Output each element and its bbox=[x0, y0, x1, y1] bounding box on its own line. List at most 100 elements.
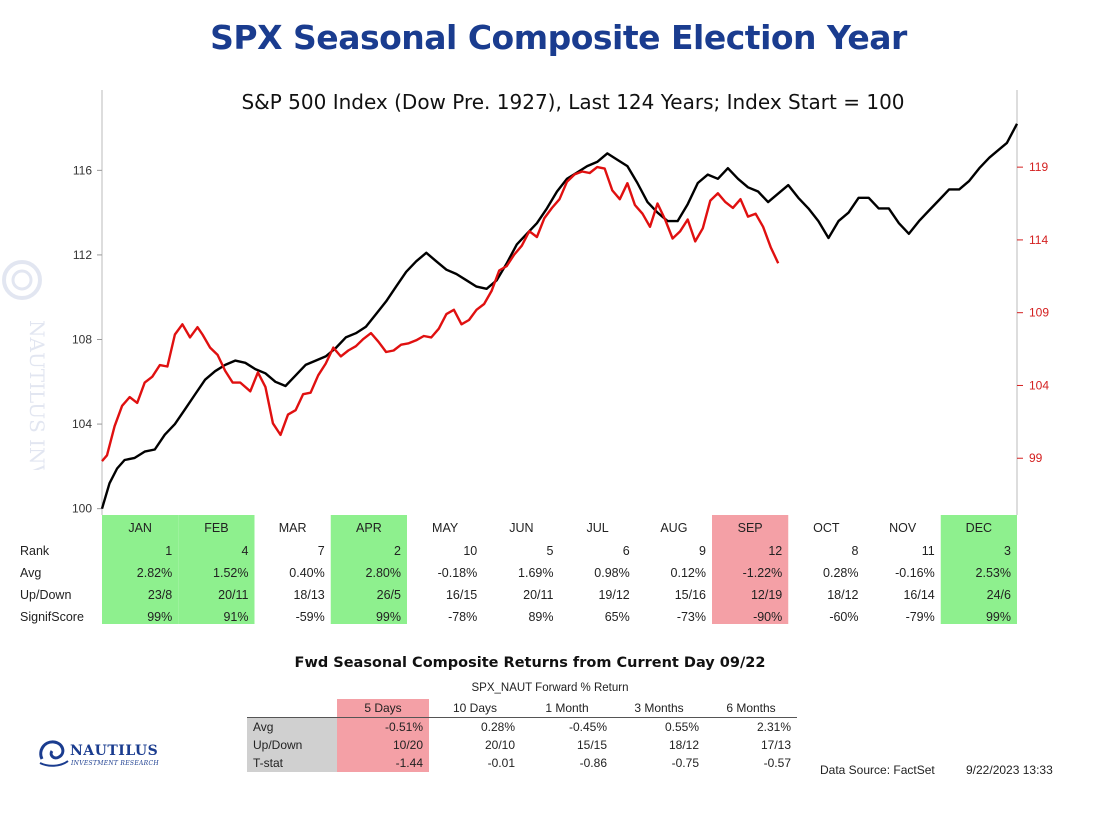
forward-header-row: 5 Days 10 Days 1 Month 3 Months 6 Months bbox=[247, 699, 797, 718]
stats-cell: 2.53% bbox=[976, 566, 1011, 580]
left-tick-label: 116 bbox=[73, 163, 92, 177]
forward-row-label: Up/Down bbox=[247, 736, 337, 754]
current-year-line-red bbox=[101, 165, 780, 462]
stats-cell: 9 bbox=[699, 544, 706, 558]
page-title: SPX Seasonal Composite Election Year bbox=[210, 18, 907, 57]
forward-row-label: Avg bbox=[247, 717, 337, 736]
stats-cell: 0.28% bbox=[823, 566, 858, 580]
month-header: DEC bbox=[966, 521, 992, 535]
stats-cell: 10 bbox=[463, 544, 477, 558]
forward-cell: -0.86 bbox=[579, 756, 607, 770]
monthly-stats-table: JAN FEB MAR APR MAY JUN JUL AUG SEP OCT NOV DEC Rank… bbox=[20, 515, 1017, 624]
chart-subtitle: S&P 500 Index (Dow Pre. 1927), Last 124 … bbox=[241, 90, 904, 114]
stats-cell: 0.98% bbox=[594, 566, 629, 580]
stats-cell: 89% bbox=[528, 610, 553, 624]
stats-cell: 0.12% bbox=[671, 566, 706, 580]
left-tick-label: 104 bbox=[72, 417, 92, 431]
month-header: JUN bbox=[509, 521, 533, 535]
stats-cell: -73% bbox=[677, 610, 706, 624]
stats-cell: 2.80% bbox=[366, 566, 401, 580]
right-tick-label: 104 bbox=[1029, 378, 1049, 392]
stats-cell: 20/11 bbox=[523, 588, 553, 602]
stats-cell: 18/12 bbox=[827, 588, 858, 602]
month-highlight bbox=[178, 515, 255, 624]
forward-corner-cell bbox=[247, 699, 337, 718]
stats-cell: 26/5 bbox=[377, 588, 401, 602]
stats-cell: 1.52% bbox=[213, 566, 248, 580]
stats-cell: -0.18% bbox=[438, 566, 478, 580]
stats-cell: 2.82% bbox=[137, 566, 172, 580]
seasonal-chart: S&P 500 Index (Dow Pre. 1927), Last 124 … bbox=[20, 90, 1049, 624]
month-header: APR bbox=[356, 521, 382, 535]
forward-cell: -0.45% bbox=[568, 720, 607, 734]
nautilus-logo-icon bbox=[39, 740, 69, 767]
left-tick-label: 112 bbox=[73, 248, 92, 262]
forward-col-header: 6 Months bbox=[705, 699, 797, 718]
chart-frame bbox=[101, 90, 1018, 515]
stats-cell: -0.16% bbox=[895, 566, 935, 580]
stats-row-label: Rank bbox=[20, 544, 50, 558]
month-highlight bbox=[330, 515, 407, 624]
month-header: NOV bbox=[889, 521, 917, 535]
forward-cell: -0.75 bbox=[671, 756, 699, 770]
logo-name: NAUTILUS bbox=[70, 743, 159, 759]
stats-cell: 12/19 bbox=[751, 588, 782, 602]
forward-col-header: 1 Month bbox=[521, 699, 613, 718]
data-source: Data Source: FactSet bbox=[820, 763, 935, 777]
forward-cell: 10/20 bbox=[337, 736, 429, 754]
stats-row-label: SignifScore bbox=[20, 610, 84, 624]
stats-cell: -79% bbox=[906, 610, 935, 624]
stats-cell: 91% bbox=[223, 610, 248, 624]
stats-cell: 3 bbox=[1004, 544, 1011, 558]
composite-line-black bbox=[100, 123, 1019, 510]
forward-row-updown: Up/Down 10/20 20/10 15/15 18/12 17/13 bbox=[247, 736, 797, 754]
stats-cell: 12 bbox=[768, 544, 782, 558]
forward-cell: -0.51% bbox=[337, 717, 429, 736]
stats-cell: 23/8 bbox=[148, 588, 172, 602]
forward-col-header: 3 Months bbox=[613, 699, 705, 718]
stats-cell: 24/6 bbox=[987, 588, 1011, 602]
stats-cell: -90% bbox=[753, 610, 782, 624]
stats-row-label: Avg bbox=[20, 566, 41, 580]
timestamp: 9/22/2023 13:33 bbox=[966, 763, 1053, 777]
month-header: FEB bbox=[204, 521, 228, 535]
forward-row-tstat: T-stat -1.44 -0.01 -0.86 -0.75 -0.57 bbox=[247, 754, 797, 772]
right-tick-label: 99 bbox=[1029, 451, 1043, 465]
forward-cell: -1.44 bbox=[337, 754, 429, 772]
stats-cell: 19/12 bbox=[598, 588, 629, 602]
stats-cell: 8 bbox=[852, 544, 859, 558]
stats-cell: 6 bbox=[623, 544, 630, 558]
forward-cell: -0.01 bbox=[487, 756, 515, 770]
month-header: JUL bbox=[587, 521, 609, 535]
stats-cell: 2 bbox=[394, 544, 401, 558]
right-tick-label: 114 bbox=[1029, 233, 1048, 247]
stats-cell: 4 bbox=[242, 544, 249, 558]
nautilus-watermark: NAUTILUS INVESTMENT RESEARCH bbox=[0, 250, 60, 713]
stats-cell: 20/11 bbox=[218, 588, 248, 602]
stats-cell: 16/14 bbox=[903, 588, 934, 602]
stats-cell: 99% bbox=[376, 610, 401, 624]
stats-row-label: Up/Down bbox=[20, 588, 71, 602]
month-highlight bbox=[102, 515, 179, 624]
forward-cell: 0.55% bbox=[664, 720, 699, 734]
stats-cell: -1.22% bbox=[743, 566, 783, 580]
forward-cell: 15/15 bbox=[576, 738, 607, 752]
stats-cell: 1.69% bbox=[518, 566, 553, 580]
forward-cell: 18/12 bbox=[668, 738, 699, 752]
logo-subtitle: INVESTMENT RESEARCH bbox=[71, 760, 159, 767]
month-header: MAY bbox=[432, 521, 459, 535]
forward-returns-title: Fwd Seasonal Composite Returns from Curr… bbox=[294, 655, 766, 671]
forward-col-header: 5 Days bbox=[337, 699, 429, 718]
stats-cell: 18/13 bbox=[293, 588, 324, 602]
stats-cell: 99% bbox=[147, 610, 172, 624]
stats-cell: -59% bbox=[296, 610, 325, 624]
stats-cell: 0.40% bbox=[289, 566, 324, 580]
left-tick-label: 108 bbox=[72, 333, 92, 347]
month-highlight bbox=[712, 515, 789, 624]
stats-cell: -78% bbox=[448, 610, 477, 624]
month-header: JAN bbox=[128, 521, 152, 535]
forward-cell: 0.28% bbox=[480, 720, 515, 734]
stats-cell: 16/15 bbox=[446, 588, 477, 602]
forward-row-label: T-stat bbox=[247, 754, 337, 772]
forward-returns-subtitle: SPX_NAUT Forward % Return bbox=[471, 682, 629, 694]
